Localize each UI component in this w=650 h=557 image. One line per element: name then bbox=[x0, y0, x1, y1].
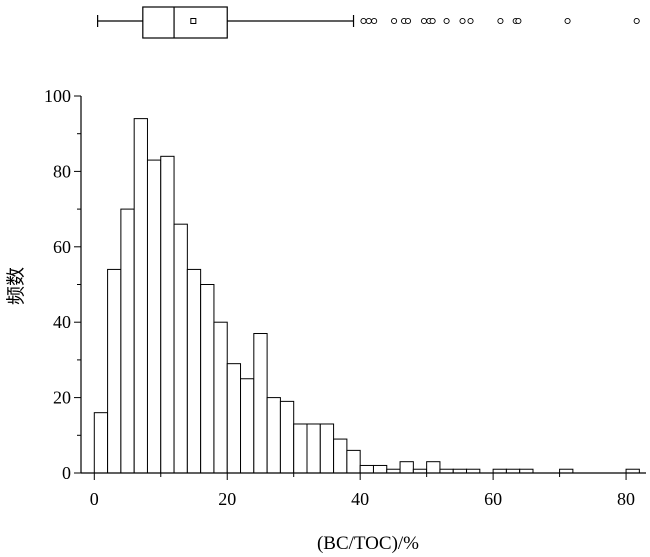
histogram-bar bbox=[133, 118, 148, 474]
histogram-bar bbox=[266, 397, 281, 474]
histogram-bar bbox=[372, 464, 388, 474]
histogram-bar bbox=[173, 223, 188, 474]
boxplot-outlier bbox=[391, 17, 398, 25]
y-tick-label: 0 bbox=[62, 463, 71, 483]
boxplot-outlier bbox=[467, 17, 474, 25]
boxplot-outlier bbox=[360, 17, 367, 25]
x-axis-label: (BC/TOC)/% bbox=[317, 533, 419, 554]
boxplot-outlier bbox=[365, 17, 372, 25]
histogram-bar bbox=[279, 400, 295, 474]
boxplot-outlier bbox=[443, 17, 450, 25]
x-tick-label: 40 bbox=[351, 489, 369, 509]
histogram-bar bbox=[293, 423, 308, 474]
tick-labels: 0 20 40 60 80 100 0 20 40 60 80 bbox=[44, 86, 635, 509]
boxplot bbox=[97, 6, 640, 39]
histogram-bars bbox=[93, 118, 640, 474]
histogram-bar bbox=[120, 208, 135, 474]
histogram-bar bbox=[253, 333, 268, 474]
x-tick-label: 80 bbox=[617, 489, 635, 509]
boxplot-box bbox=[142, 6, 228, 39]
histogram-bar bbox=[107, 268, 122, 474]
histogram-bar bbox=[399, 461, 414, 474]
histogram-bar bbox=[306, 423, 321, 474]
histogram-bar bbox=[160, 155, 175, 474]
boxplot-outlier bbox=[371, 17, 378, 25]
x-tick-label: 0 bbox=[90, 489, 99, 509]
boxplot-outlier bbox=[564, 17, 571, 25]
x-tick-label: 20 bbox=[218, 489, 236, 509]
y-tick-label: 60 bbox=[53, 237, 71, 257]
histogram-bar bbox=[200, 284, 215, 474]
histogram-bar bbox=[359, 464, 374, 474]
histogram-bar bbox=[319, 423, 335, 474]
histogram-bar bbox=[346, 449, 361, 474]
histogram-bar bbox=[93, 412, 109, 474]
boxplot-mean-marker bbox=[190, 18, 197, 24]
boxplot-outlier bbox=[459, 17, 466, 25]
histogram-bar bbox=[226, 363, 242, 474]
axes bbox=[74, 95, 646, 480]
histogram-bar bbox=[333, 438, 348, 474]
histogram-bar bbox=[213, 321, 228, 474]
y-axis-label: 频数 bbox=[5, 267, 27, 305]
boxplot-outlier bbox=[633, 17, 640, 25]
histogram-bar bbox=[426, 461, 441, 474]
boxplot-outlier bbox=[429, 17, 436, 25]
y-tick-label: 40 bbox=[53, 312, 71, 332]
boxplot-outlier bbox=[515, 17, 522, 25]
boxplot-outlier bbox=[420, 17, 428, 25]
histogram-bar bbox=[146, 159, 162, 474]
histogram-bar bbox=[240, 378, 255, 474]
histogram-bar bbox=[186, 268, 202, 474]
x-tick-label: 60 bbox=[484, 489, 502, 509]
y-tick-label: 100 bbox=[44, 86, 71, 106]
boxplot-outlier bbox=[497, 17, 504, 25]
boxplot-outlier bbox=[404, 17, 412, 25]
y-tick-label: 80 bbox=[53, 161, 71, 181]
y-tick-label: 20 bbox=[53, 388, 71, 408]
